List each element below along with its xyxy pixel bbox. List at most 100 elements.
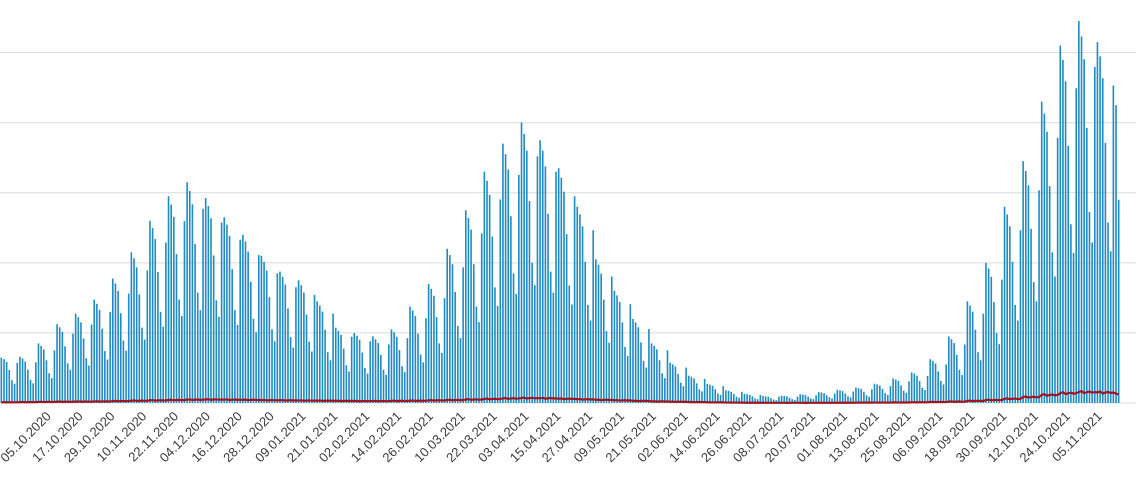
bar [637,327,640,403]
bar [443,298,446,403]
bar [950,339,953,403]
bar [918,380,921,403]
bar [810,398,812,403]
bar [735,396,738,403]
bar [478,322,480,403]
bar [642,360,645,403]
bar [595,259,597,403]
bar [807,396,809,403]
bar [632,318,634,403]
bar [130,252,133,403]
bar [932,360,934,403]
bar [515,294,518,403]
bar [313,295,316,403]
bar [940,380,942,403]
bar [337,330,340,403]
bar [1046,131,1048,403]
bar [433,295,435,403]
bar [565,234,568,403]
bar [0,357,3,403]
bar [502,143,504,403]
bar [207,206,210,403]
bar [417,333,419,403]
bar [536,156,539,403]
bar [1099,56,1101,404]
bar [948,336,950,403]
bar [1011,261,1014,403]
bar [45,360,48,403]
bar [239,239,241,403]
bar [993,302,995,403]
bar [24,361,27,403]
bar [969,305,971,403]
bar [539,140,541,403]
bar [271,329,273,403]
bar [340,335,342,403]
bar [183,221,186,403]
bar [865,395,868,403]
bar [770,398,772,403]
bar [507,169,510,403]
bar [260,255,263,403]
bar [1101,78,1104,403]
bar [393,332,395,403]
bar [671,364,674,403]
bar [279,271,281,403]
bar [422,362,425,403]
bar [778,396,780,403]
bar [849,397,852,403]
bar [231,269,234,403]
bar [748,394,751,403]
bar [722,386,725,403]
bar [96,303,98,403]
bar [756,399,759,403]
bar [303,292,305,403]
bar [900,385,902,403]
bar [204,197,207,403]
bar [650,343,653,403]
bar [292,347,295,403]
bar [802,394,804,403]
bar [1043,113,1046,404]
bar [470,229,472,403]
bar [685,367,687,403]
bar [82,338,85,403]
bar [1054,276,1056,403]
bar [101,328,103,403]
bar [786,396,788,403]
bar [311,351,313,403]
bar [979,360,982,403]
bar [871,389,873,403]
bar [475,306,478,403]
bar [199,310,202,403]
bar [494,287,496,403]
bar [141,327,143,403]
bar [332,313,334,403]
bar [215,300,218,403]
bar [1056,137,1059,403]
bar [908,381,910,403]
bar [35,362,37,403]
bar [844,393,847,403]
bar [472,264,475,403]
bar [863,391,865,403]
bar [873,383,876,403]
bar [1059,45,1062,404]
bar [135,267,138,403]
bar [512,273,515,403]
bar [876,384,878,403]
bar [93,299,96,403]
bar [605,331,608,403]
bar [682,386,685,403]
bar [934,363,937,403]
bar [117,290,119,403]
bar [111,278,114,403]
bar [916,375,918,403]
bar [196,292,199,403]
bar [581,226,584,403]
bar [250,281,252,403]
bar [175,254,178,403]
bar [5,361,8,403]
bar [971,311,974,403]
bar [998,344,1001,403]
